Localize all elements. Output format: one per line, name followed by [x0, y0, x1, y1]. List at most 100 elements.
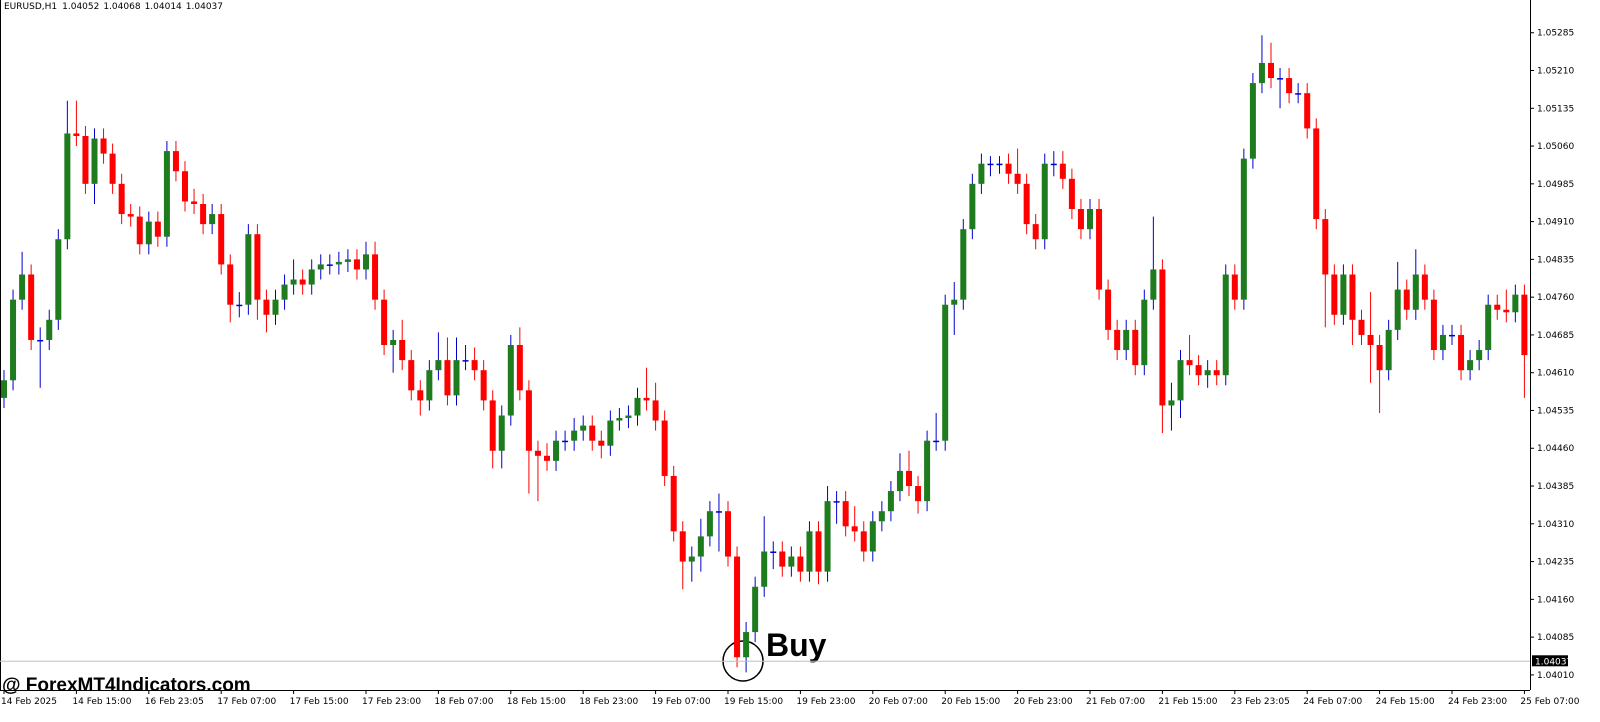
x-tick-label: 24 Feb 15:00 [1376, 697, 1435, 707]
candle-body [1376, 345, 1383, 371]
candle-body [1231, 274, 1238, 300]
candle-body [127, 214, 134, 217]
header-open: 1.04052 [62, 2, 99, 12]
candle-body [589, 425, 596, 441]
candle-body [1258, 62, 1265, 84]
price-tag [1532, 655, 1568, 667]
candle-body [1141, 299, 1148, 366]
candle-body [534, 450, 541, 456]
candle-body [598, 440, 605, 446]
candle-body [1023, 183, 1030, 225]
candle-body [887, 491, 894, 512]
candle-body [1421, 274, 1428, 300]
y-tick-label: 1.04310 [1537, 520, 1574, 530]
candle-body [1458, 334, 1465, 371]
y-tick-label: 1.04760 [1537, 293, 1574, 303]
buy-label: Buy [766, 627, 827, 663]
candle-body [544, 455, 550, 461]
candle-body [1068, 178, 1075, 210]
x-tick-label: 20 Feb 23:00 [1014, 697, 1073, 707]
candle-body [480, 370, 487, 401]
candle-body [1385, 329, 1392, 371]
candle-body [82, 135, 89, 184]
x-tick-label: 18 Feb 23:00 [579, 697, 638, 707]
candle-body [743, 632, 750, 658]
candle-body [227, 264, 234, 305]
candle-body [344, 259, 351, 262]
candle-body [1159, 269, 1166, 406]
candle-body [10, 299, 17, 381]
candle-body [326, 264, 333, 266]
candle-body [118, 183, 125, 215]
candle-body [942, 304, 949, 441]
candle-body [833, 501, 840, 503]
candle-body [1132, 329, 1139, 366]
y-tick-label: 1.05210 [1537, 67, 1574, 77]
candle-body [824, 501, 831, 572]
candle-body [245, 234, 252, 305]
candle-body [924, 440, 931, 502]
candle-body [860, 531, 867, 552]
candle-body [1059, 163, 1066, 179]
x-tick-label: 17 Feb 23:00 [362, 697, 421, 707]
candle-body [1295, 93, 1302, 95]
x-tick-label: 19 Feb 15:00 [724, 697, 783, 707]
candle-body [1168, 400, 1175, 406]
y-tick-label: 1.05285 [1537, 29, 1574, 39]
x-tick-label: 25 Feb 07:00 [1520, 697, 1579, 707]
candle-body [1087, 209, 1093, 230]
candle-body [64, 133, 71, 240]
candle-body [1503, 309, 1510, 313]
candle-body [136, 216, 143, 245]
candle-body [1240, 158, 1247, 300]
candle-body [1349, 274, 1356, 320]
candle-body [1439, 334, 1446, 351]
candle-body [1286, 78, 1293, 94]
candle-body [869, 521, 876, 552]
candle-body [996, 163, 1003, 166]
y-tick-label: 1.04685 [1537, 331, 1574, 341]
candle-body [978, 163, 985, 184]
candle-body [372, 254, 379, 300]
candle-body [571, 430, 578, 441]
candle-body [444, 360, 451, 396]
y-tick-label: 1.05135 [1537, 104, 1574, 114]
candle-body [1322, 219, 1329, 275]
candle-body [91, 138, 98, 184]
candle-body [1331, 274, 1338, 315]
candle-body [1123, 329, 1130, 351]
x-tick-label: 14 Feb 2025 [1, 697, 57, 707]
candle-body [37, 339, 44, 342]
candle-body [1449, 334, 1455, 337]
candle-body [770, 551, 777, 553]
candle-body [906, 470, 912, 487]
candle-body [263, 299, 270, 315]
candle-body [489, 400, 496, 451]
candle-body [1277, 78, 1284, 80]
candle-body [55, 239, 62, 320]
candle-body [779, 551, 786, 567]
candle-body [363, 254, 369, 270]
candle-body [752, 586, 759, 633]
y-tick-label: 1.04460 [1537, 444, 1574, 454]
candle-body [154, 221, 161, 237]
x-tick-label: 23 Feb 23:05 [1231, 697, 1290, 707]
candle-body [553, 440, 560, 461]
y-tick-label: 1.04910 [1537, 218, 1574, 228]
candle-body [353, 259, 360, 270]
candle-body [580, 425, 587, 431]
candle-body [308, 269, 315, 285]
price-tag-label: 1.04037 [1535, 657, 1572, 667]
candle-body [281, 284, 288, 300]
candle-body [797, 556, 804, 572]
candle-body [46, 319, 53, 340]
candle-body [1032, 224, 1039, 240]
candle-body [1313, 128, 1320, 220]
y-tick-label: 1.04535 [1537, 406, 1574, 416]
x-tick-label: 17 Feb 07:00 [217, 697, 276, 707]
header-high: 1.04068 [103, 2, 140, 12]
candle-body [426, 370, 433, 401]
x-tick-label: 19 Feb 23:00 [796, 697, 855, 707]
